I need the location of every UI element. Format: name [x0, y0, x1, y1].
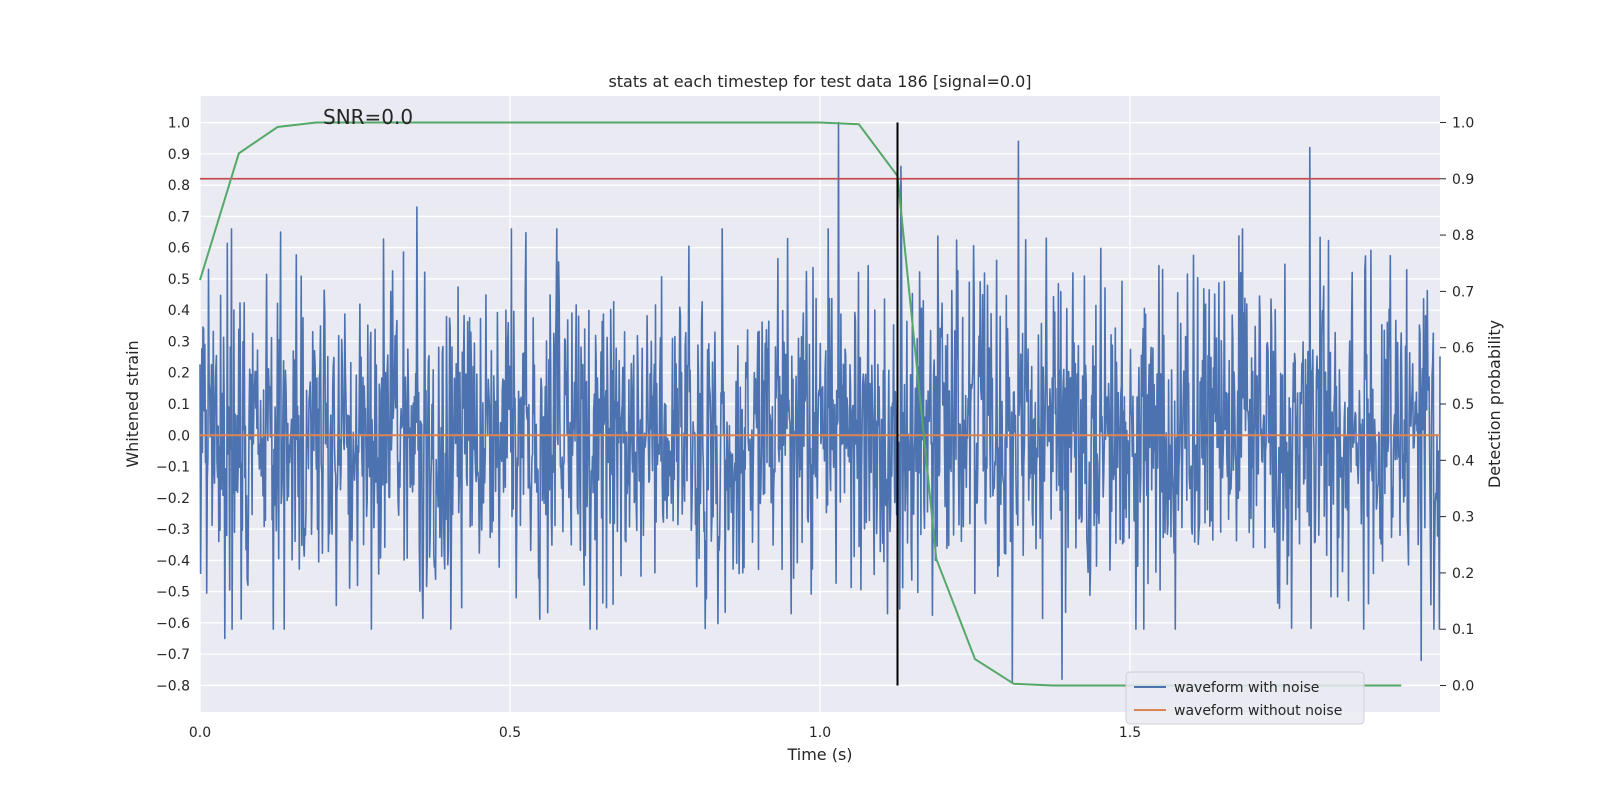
legend-box: [1125, 671, 1365, 725]
y-tick-label: 0.6: [168, 241, 190, 257]
y-tick-label: −0.5: [156, 585, 190, 601]
y-tick-label: 0.7: [168, 209, 190, 225]
x-tick-label: 0.0: [189, 725, 211, 741]
x-tick-label: 1.0: [809, 725, 831, 741]
y-tick-label: −0.7: [156, 647, 190, 663]
y2-tick-label: 0.9: [1452, 172, 1474, 188]
y2-tick-label: 0.8: [1452, 228, 1474, 244]
y-tick-label: 0.1: [168, 397, 190, 413]
y2-tick-label: 0.4: [1452, 453, 1474, 469]
series-waveform-with-noise: [199, 121, 1441, 684]
y-tick-label: −0.3: [156, 522, 190, 538]
x-tick-label: 1.5: [1119, 725, 1141, 741]
x-axis-label: Time (s): [786, 745, 852, 764]
y2-tick-label: 0.3: [1452, 510, 1474, 526]
y-axis-left: −0.8 −0.7 −0.6 −0.5 −0.4 −0.3 −0.2 −0.1 0.0 0.1 0.…: [156, 116, 190, 695]
y-tick-label: 0.2: [168, 366, 190, 382]
y-tick-label: 0.5: [168, 272, 190, 288]
y2-tick-label: 0.0: [1452, 679, 1474, 695]
legend: waveform with noise waveform without nois…: [1125, 671, 1365, 725]
y2-tick-label: 1.0: [1452, 115, 1474, 131]
y2-tick-label: 0.5: [1452, 397, 1474, 413]
y2-tick-label: 0.7: [1452, 284, 1474, 300]
chart-title: stats at each timestep for test data 186…: [608, 72, 1031, 91]
y-axis-label: Whitened strain: [123, 340, 142, 467]
y-tick-label: 0.9: [168, 147, 190, 163]
x-axis: 0.0 0.5 1.0 1.5: [189, 725, 1141, 741]
y-tick-label: 0.0: [168, 428, 190, 444]
series-layer: [199, 121, 1441, 687]
y2-tick-label: 0.1: [1452, 622, 1474, 638]
legend-label: waveform with noise: [1174, 680, 1319, 696]
snr-annotation: SNR=0.0: [323, 105, 413, 129]
y2-tick-label: 0.2: [1452, 566, 1474, 582]
y-tick-label: 1.0: [168, 116, 190, 132]
y2-axis-label: Detection probability: [1485, 320, 1504, 488]
x-tick-label: 0.5: [499, 725, 521, 741]
y-tick-label: −0.8: [156, 678, 190, 694]
y-tick-label: 0.4: [168, 303, 190, 319]
y-tick-label: −0.6: [156, 616, 190, 632]
y-tick-label: −0.2: [156, 491, 190, 507]
y2-tick-label: 0.6: [1452, 341, 1474, 357]
y-tick-label: −0.1: [156, 460, 190, 476]
y-tick-label: 0.8: [168, 178, 190, 194]
legend-label: waveform without noise: [1174, 703, 1342, 719]
series-detection-probability: [199, 121, 1402, 687]
y-tick-label: 0.3: [168, 334, 190, 350]
y-axis-right: 0.0 0.1 0.2 0.3 0.4 0.5 0.6 0.7 0.8 0.9 1.0: [1440, 115, 1474, 695]
y-tick-label: −0.4: [156, 553, 190, 569]
